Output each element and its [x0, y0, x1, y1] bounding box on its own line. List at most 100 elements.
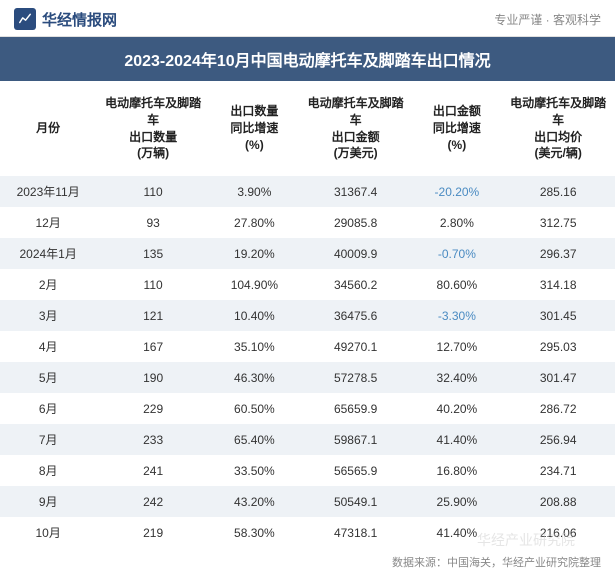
table-cell: 10.40%: [210, 300, 299, 331]
table-cell: 2月: [0, 269, 96, 300]
logo-text: 华经情报网: [42, 9, 117, 30]
table-row: 2023年11月1103.90%31367.4-20.20%285.16: [0, 176, 615, 207]
table-cell: 34560.2: [299, 269, 413, 300]
table-cell: 104.90%: [210, 269, 299, 300]
table-cell: 296.37: [501, 238, 615, 269]
table-row: 3月12110.40%36475.6-3.30%301.45: [0, 300, 615, 331]
table-cell: 3月: [0, 300, 96, 331]
table-cell: 314.18: [501, 269, 615, 300]
logo-area: 华经情报网: [14, 8, 117, 30]
table-cell: 16.80%: [412, 455, 501, 486]
table-cell: 4月: [0, 331, 96, 362]
table-cell: 286.72: [501, 393, 615, 424]
table-cell: 56565.9: [299, 455, 413, 486]
table-cell: 32.40%: [412, 362, 501, 393]
table-cell: 43.20%: [210, 486, 299, 517]
slogan-text: 专业严谨 · 客观科学: [494, 11, 601, 28]
table-cell: 234.71: [501, 455, 615, 486]
table-cell: 40009.9: [299, 238, 413, 269]
table-col-header: 月份: [0, 81, 96, 176]
table-cell: 47318.1: [299, 517, 413, 548]
table-cell: 33.50%: [210, 455, 299, 486]
table-cell: 285.16: [501, 176, 615, 207]
table-cell: 295.03: [501, 331, 615, 362]
table-col-header: 出口金额同比增速(%): [412, 81, 501, 176]
table-cell: 8月: [0, 455, 96, 486]
table-cell: 301.45: [501, 300, 615, 331]
table-cell: 229: [96, 393, 210, 424]
table-row: 9月24243.20%50549.125.90%208.88: [0, 486, 615, 517]
table-cell: 7月: [0, 424, 96, 455]
table-row: 5月19046.30%57278.532.40%301.47: [0, 362, 615, 393]
table-cell: 35.10%: [210, 331, 299, 362]
table-cell: 12.70%: [412, 331, 501, 362]
data-table: 月份电动摩托车及脚踏车出口数量(万辆)出口数量同比增速(%)电动摩托车及脚踏车出…: [0, 81, 615, 548]
table-cell: 93: [96, 207, 210, 238]
table-cell: 9月: [0, 486, 96, 517]
table-cell: 65.40%: [210, 424, 299, 455]
table-cell: 190: [96, 362, 210, 393]
header-bar: 华经情报网 专业严谨 · 客观科学: [0, 0, 615, 37]
table-cell: 40.20%: [412, 393, 501, 424]
table-cell: 46.30%: [210, 362, 299, 393]
table-cell: 216.06: [501, 517, 615, 548]
table-cell: 27.80%: [210, 207, 299, 238]
table-cell: 49270.1: [299, 331, 413, 362]
table-cell: 10月: [0, 517, 96, 548]
table-cell: 80.60%: [412, 269, 501, 300]
table-cell: 110: [96, 176, 210, 207]
table-row: 2月110104.90%34560.280.60%314.18: [0, 269, 615, 300]
table-col-header: 出口数量同比增速(%): [210, 81, 299, 176]
table-cell: 6月: [0, 393, 96, 424]
table-row: 12月9327.80%29085.82.80%312.75: [0, 207, 615, 238]
table-row: 7月23365.40%59867.141.40%256.94: [0, 424, 615, 455]
table-cell: 50549.1: [299, 486, 413, 517]
table-cell: 301.47: [501, 362, 615, 393]
table-cell: 41.40%: [412, 424, 501, 455]
table-row: 4月16735.10%49270.112.70%295.03: [0, 331, 615, 362]
table-row: 6月22960.50%65659.940.20%286.72: [0, 393, 615, 424]
table-cell: -3.30%: [412, 300, 501, 331]
table-cell: 65659.9: [299, 393, 413, 424]
table-cell: 25.90%: [412, 486, 501, 517]
table-header-row: 月份电动摩托车及脚踏车出口数量(万辆)出口数量同比增速(%)电动摩托车及脚踏车出…: [0, 81, 615, 176]
table-cell: 57278.5: [299, 362, 413, 393]
table-row: 2024年1月13519.20%40009.9-0.70%296.37: [0, 238, 615, 269]
table-cell: 31367.4: [299, 176, 413, 207]
page-title: 2023-2024年10月中国电动摩托车及脚踏车出口情况: [0, 37, 615, 81]
table-col-header: 电动摩托车及脚踏车出口金额(万美元): [299, 81, 413, 176]
table-cell: 2023年11月: [0, 176, 96, 207]
table-cell: -0.70%: [412, 238, 501, 269]
table-cell: 242: [96, 486, 210, 517]
table-cell: 29085.8: [299, 207, 413, 238]
table-body: 2023年11月1103.90%31367.4-20.20%285.1612月9…: [0, 176, 615, 548]
logo-icon: [14, 8, 36, 30]
table-container: 月份电动摩托车及脚踏车出口数量(万辆)出口数量同比增速(%)电动摩托车及脚踏车出…: [0, 81, 615, 548]
table-cell: 36475.6: [299, 300, 413, 331]
table-cell: 241: [96, 455, 210, 486]
table-cell: 19.20%: [210, 238, 299, 269]
table-cell: 208.88: [501, 486, 615, 517]
table-col-header: 电动摩托车及脚踏车出口数量(万辆): [96, 81, 210, 176]
table-row: 8月24133.50%56565.916.80%234.71: [0, 455, 615, 486]
table-col-header: 电动摩托车及脚踏车出口均价(美元/辆): [501, 81, 615, 176]
table-cell: 167: [96, 331, 210, 362]
table-cell: 5月: [0, 362, 96, 393]
table-cell: 41.40%: [412, 517, 501, 548]
table-cell: -20.20%: [412, 176, 501, 207]
table-cell: 2.80%: [412, 207, 501, 238]
table-cell: 256.94: [501, 424, 615, 455]
table-cell: 60.50%: [210, 393, 299, 424]
table-cell: 233: [96, 424, 210, 455]
table-cell: 59867.1: [299, 424, 413, 455]
table-cell: 3.90%: [210, 176, 299, 207]
table-cell: 12月: [0, 207, 96, 238]
table-cell: 312.75: [501, 207, 615, 238]
table-cell: 219: [96, 517, 210, 548]
table-cell: 110: [96, 269, 210, 300]
table-row: 10月21958.30%47318.141.40%216.06: [0, 517, 615, 548]
table-cell: 121: [96, 300, 210, 331]
table-cell: 2024年1月: [0, 238, 96, 269]
table-cell: 135: [96, 238, 210, 269]
source-text: 数据来源：中国海关，华经产业研究院整理: [0, 548, 615, 578]
